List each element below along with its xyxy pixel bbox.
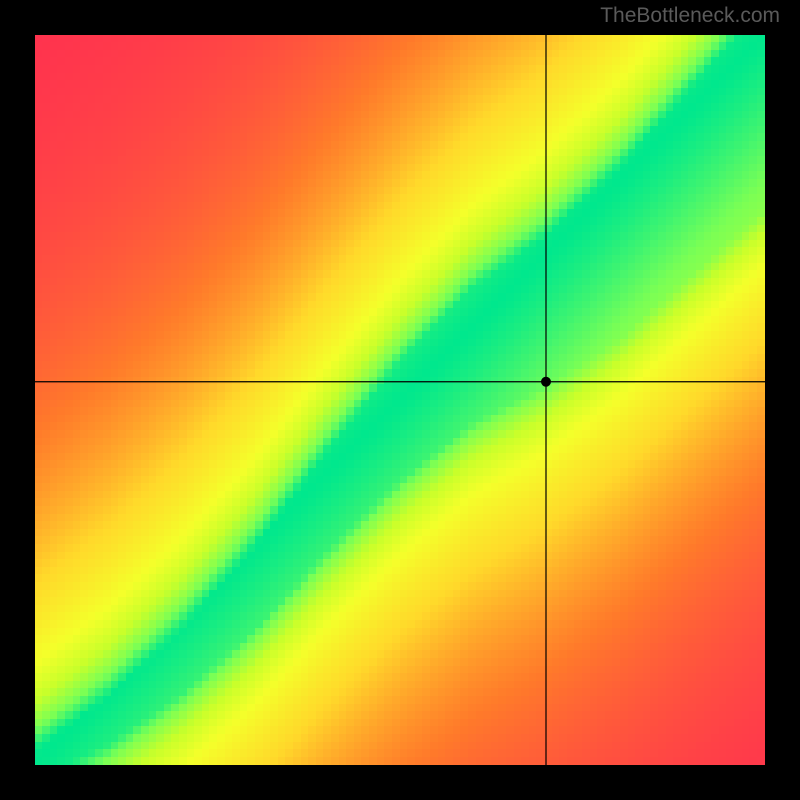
chart-container: TheBottleneck.com <box>0 0 800 800</box>
heatmap-canvas <box>35 35 765 765</box>
watermark-text: TheBottleneck.com <box>600 4 780 28</box>
plot-area <box>35 35 765 765</box>
